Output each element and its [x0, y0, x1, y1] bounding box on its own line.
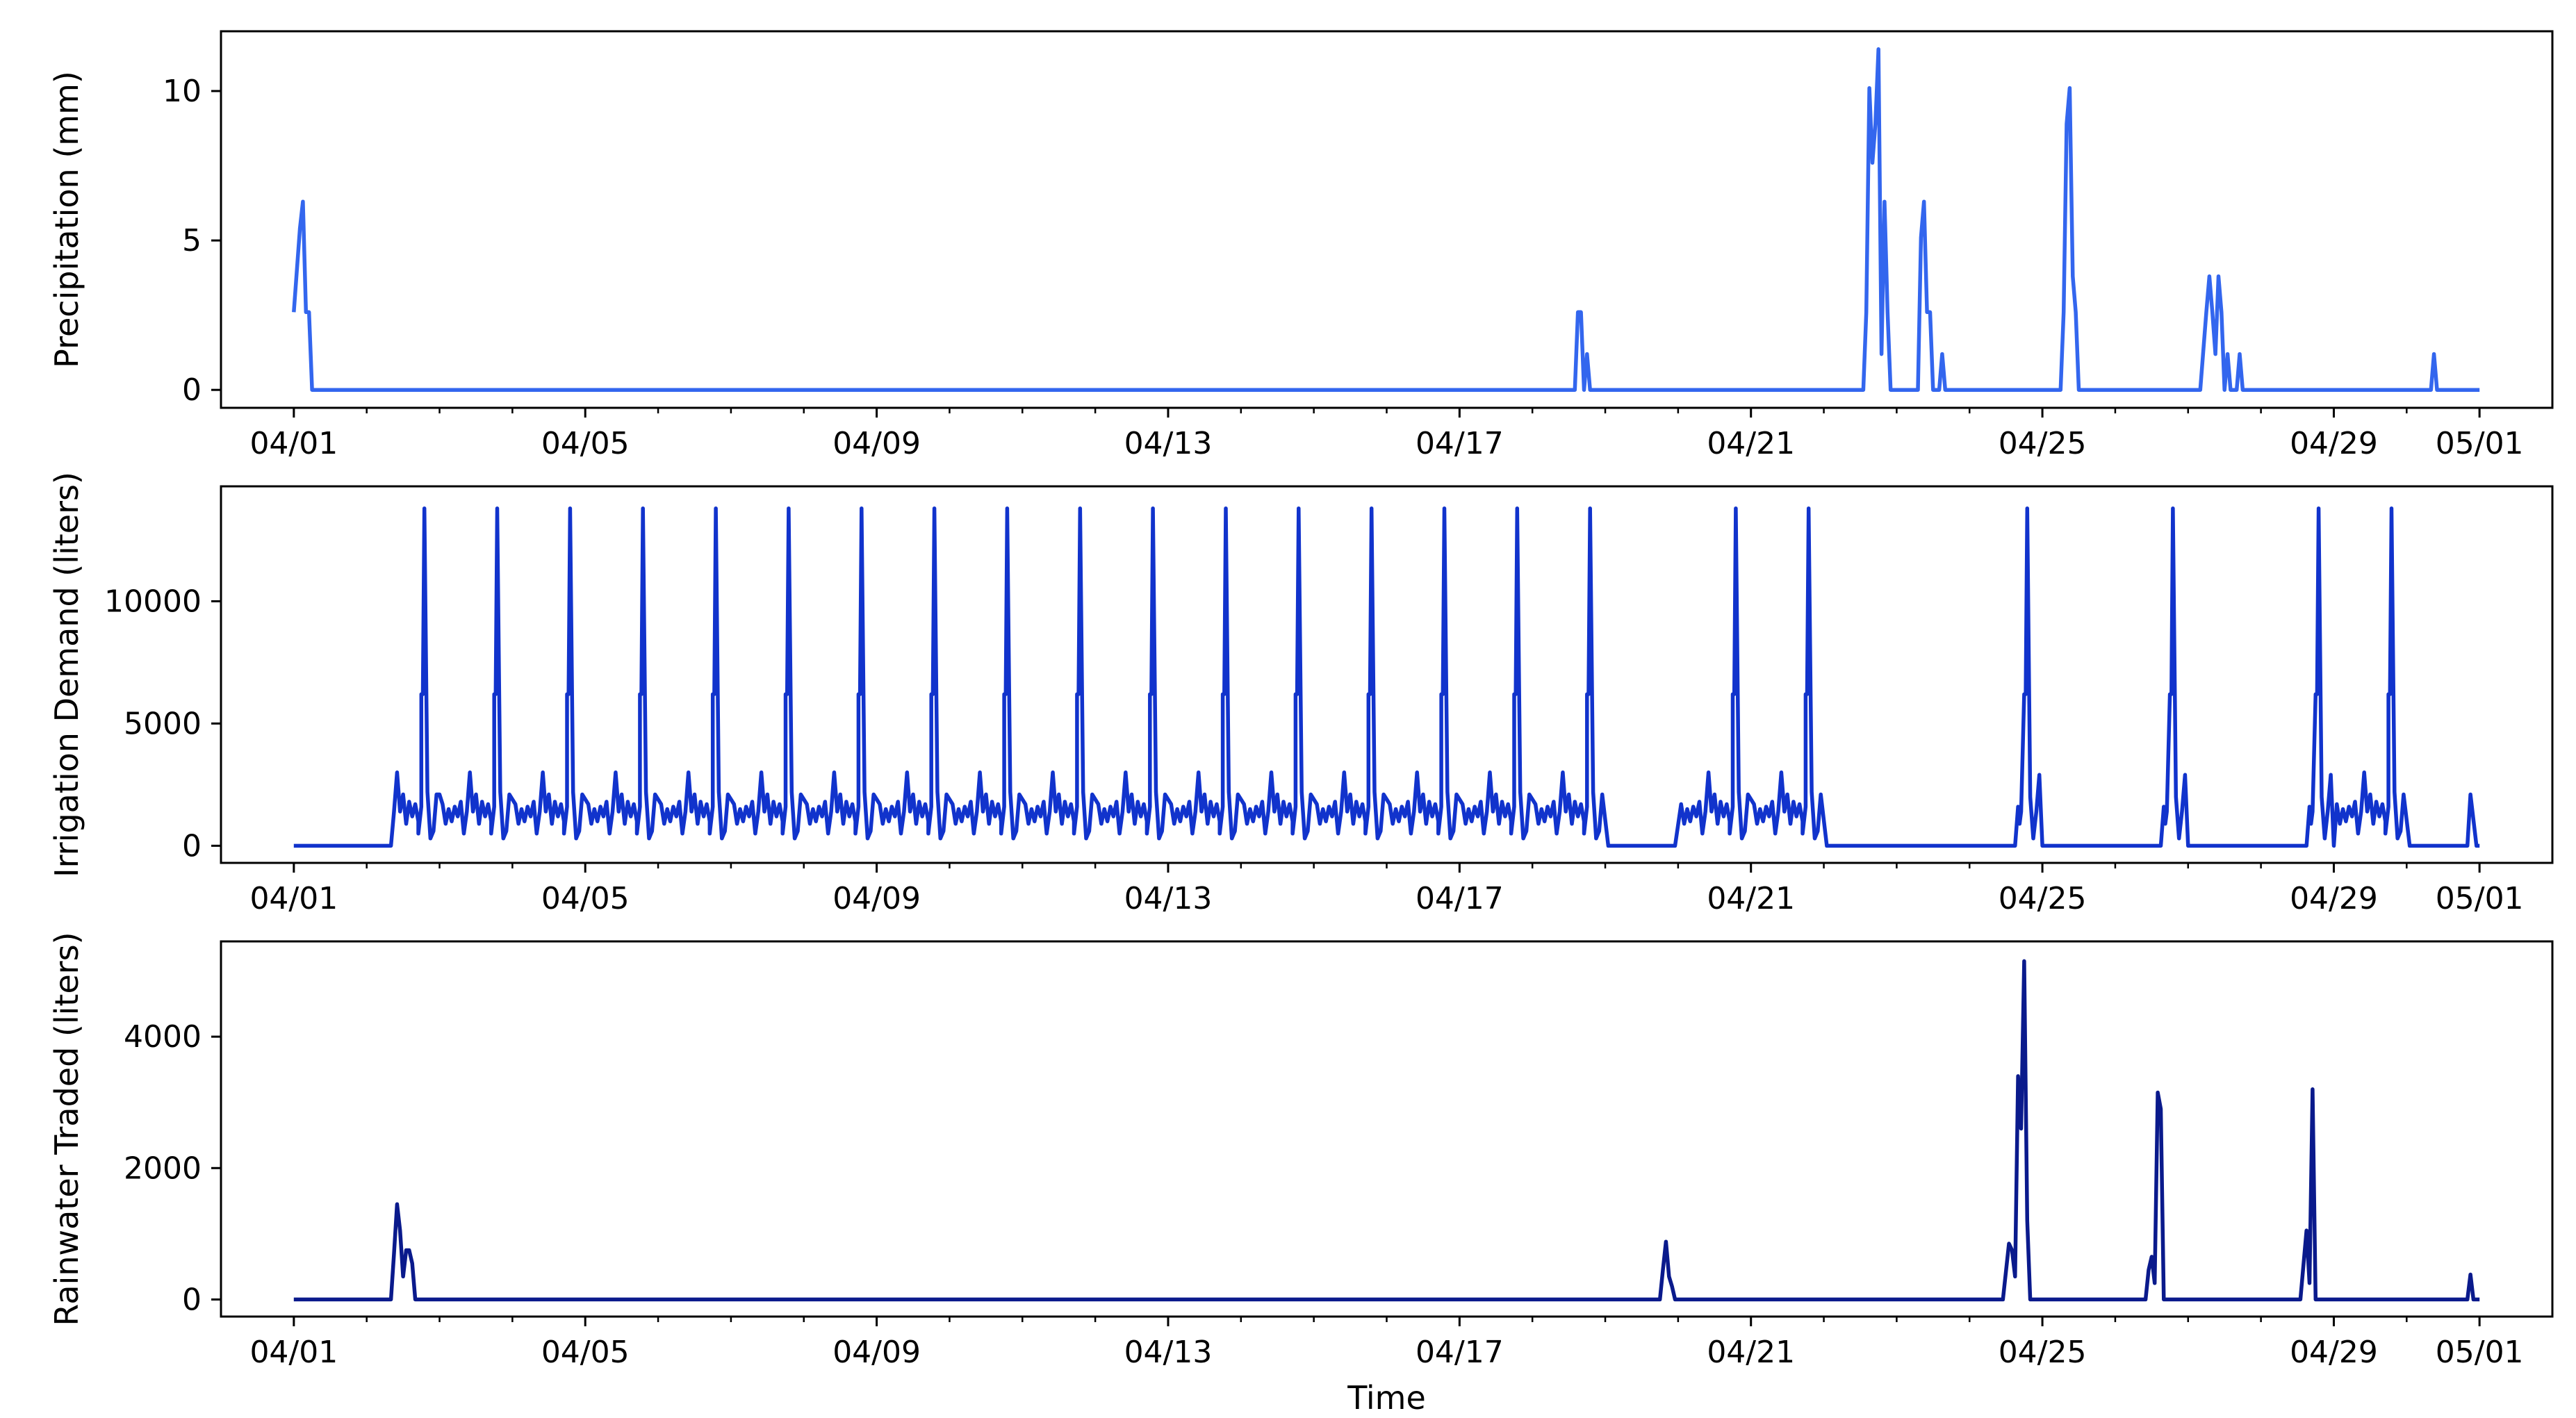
x-tick-label: 04/21 [1707, 881, 1795, 916]
y-axis-title: Precipitation (mm) [48, 71, 85, 368]
x-tick-label: 04/09 [832, 426, 921, 461]
y-axis-title: Rainwater Traded (liters) [48, 932, 85, 1326]
x-tick-label: 04/05 [541, 426, 630, 461]
x-tick-label: 04/29 [2290, 881, 2378, 916]
series-line [293, 959, 2480, 1302]
x-tick-label: 04/29 [2290, 1335, 2378, 1370]
plot-frame [220, 940, 2554, 1318]
y-tick-label: 0 [182, 372, 202, 408]
x-axis-title: Time [1347, 1379, 1426, 1417]
y-tick-label: 4000 [124, 1019, 202, 1055]
x-tick-label: 05/01 [2436, 1335, 2524, 1370]
y-tick-label: 0 [182, 1282, 202, 1317]
x-tick-label: 04/25 [1999, 1335, 2087, 1370]
x-tick-label: 04/05 [541, 1335, 630, 1370]
y-tick-label: 5 [182, 223, 202, 258]
x-tick-label: 04/01 [249, 426, 338, 461]
x-tick-label: 04/09 [832, 881, 921, 916]
x-tick-label: 04/01 [249, 1335, 338, 1370]
x-tick-label: 04/17 [1416, 881, 1504, 916]
x-tick-label: 04/13 [1124, 1335, 1213, 1370]
x-tick-label: 05/01 [2436, 426, 2524, 461]
x-tick-label: 04/09 [832, 1335, 921, 1370]
series-line [293, 506, 2480, 848]
x-tick-label: 04/01 [249, 881, 338, 916]
x-tick-label: 04/17 [1416, 1335, 1504, 1370]
x-tick-label: 04/13 [1124, 426, 1213, 461]
x-tick-label: 04/13 [1124, 881, 1213, 916]
x-tick-label: 04/25 [1999, 426, 2087, 461]
x-tick-label: 04/29 [2290, 426, 2378, 461]
y-axis-title: Irrigation Demand (liters) [48, 472, 85, 877]
series-line [292, 47, 2480, 392]
x-tick-label: 04/25 [1999, 881, 2087, 916]
x-tick-label: 04/21 [1707, 426, 1795, 461]
y-tick-label: 5000 [124, 706, 202, 741]
panel-1: 0 5 10 04/01 04/05 04/09 04/13 04/17 04/21 04/25 0… [48, 30, 2554, 461]
x-tick-label: 04/05 [541, 881, 630, 916]
y-tick-label: 0 [182, 828, 202, 864]
x-tick-label: 04/21 [1707, 1335, 1795, 1370]
panel-3: 0 2000 4000 04/01 04/05 04/09 04/13 04/17 04/21 0… [48, 932, 2554, 1417]
y-tick-label: 10 [163, 74, 202, 109]
y-tick-label: 2000 [124, 1151, 202, 1186]
x-tick-label: 04/17 [1416, 426, 1504, 461]
x-tick-label: 05/01 [2436, 881, 2524, 916]
panel-2: 0 5000 10000 04/01 04/05 04/09 04/13 04/17 04/21… [48, 472, 2554, 916]
y-tick-label: 10000 [104, 584, 202, 619]
